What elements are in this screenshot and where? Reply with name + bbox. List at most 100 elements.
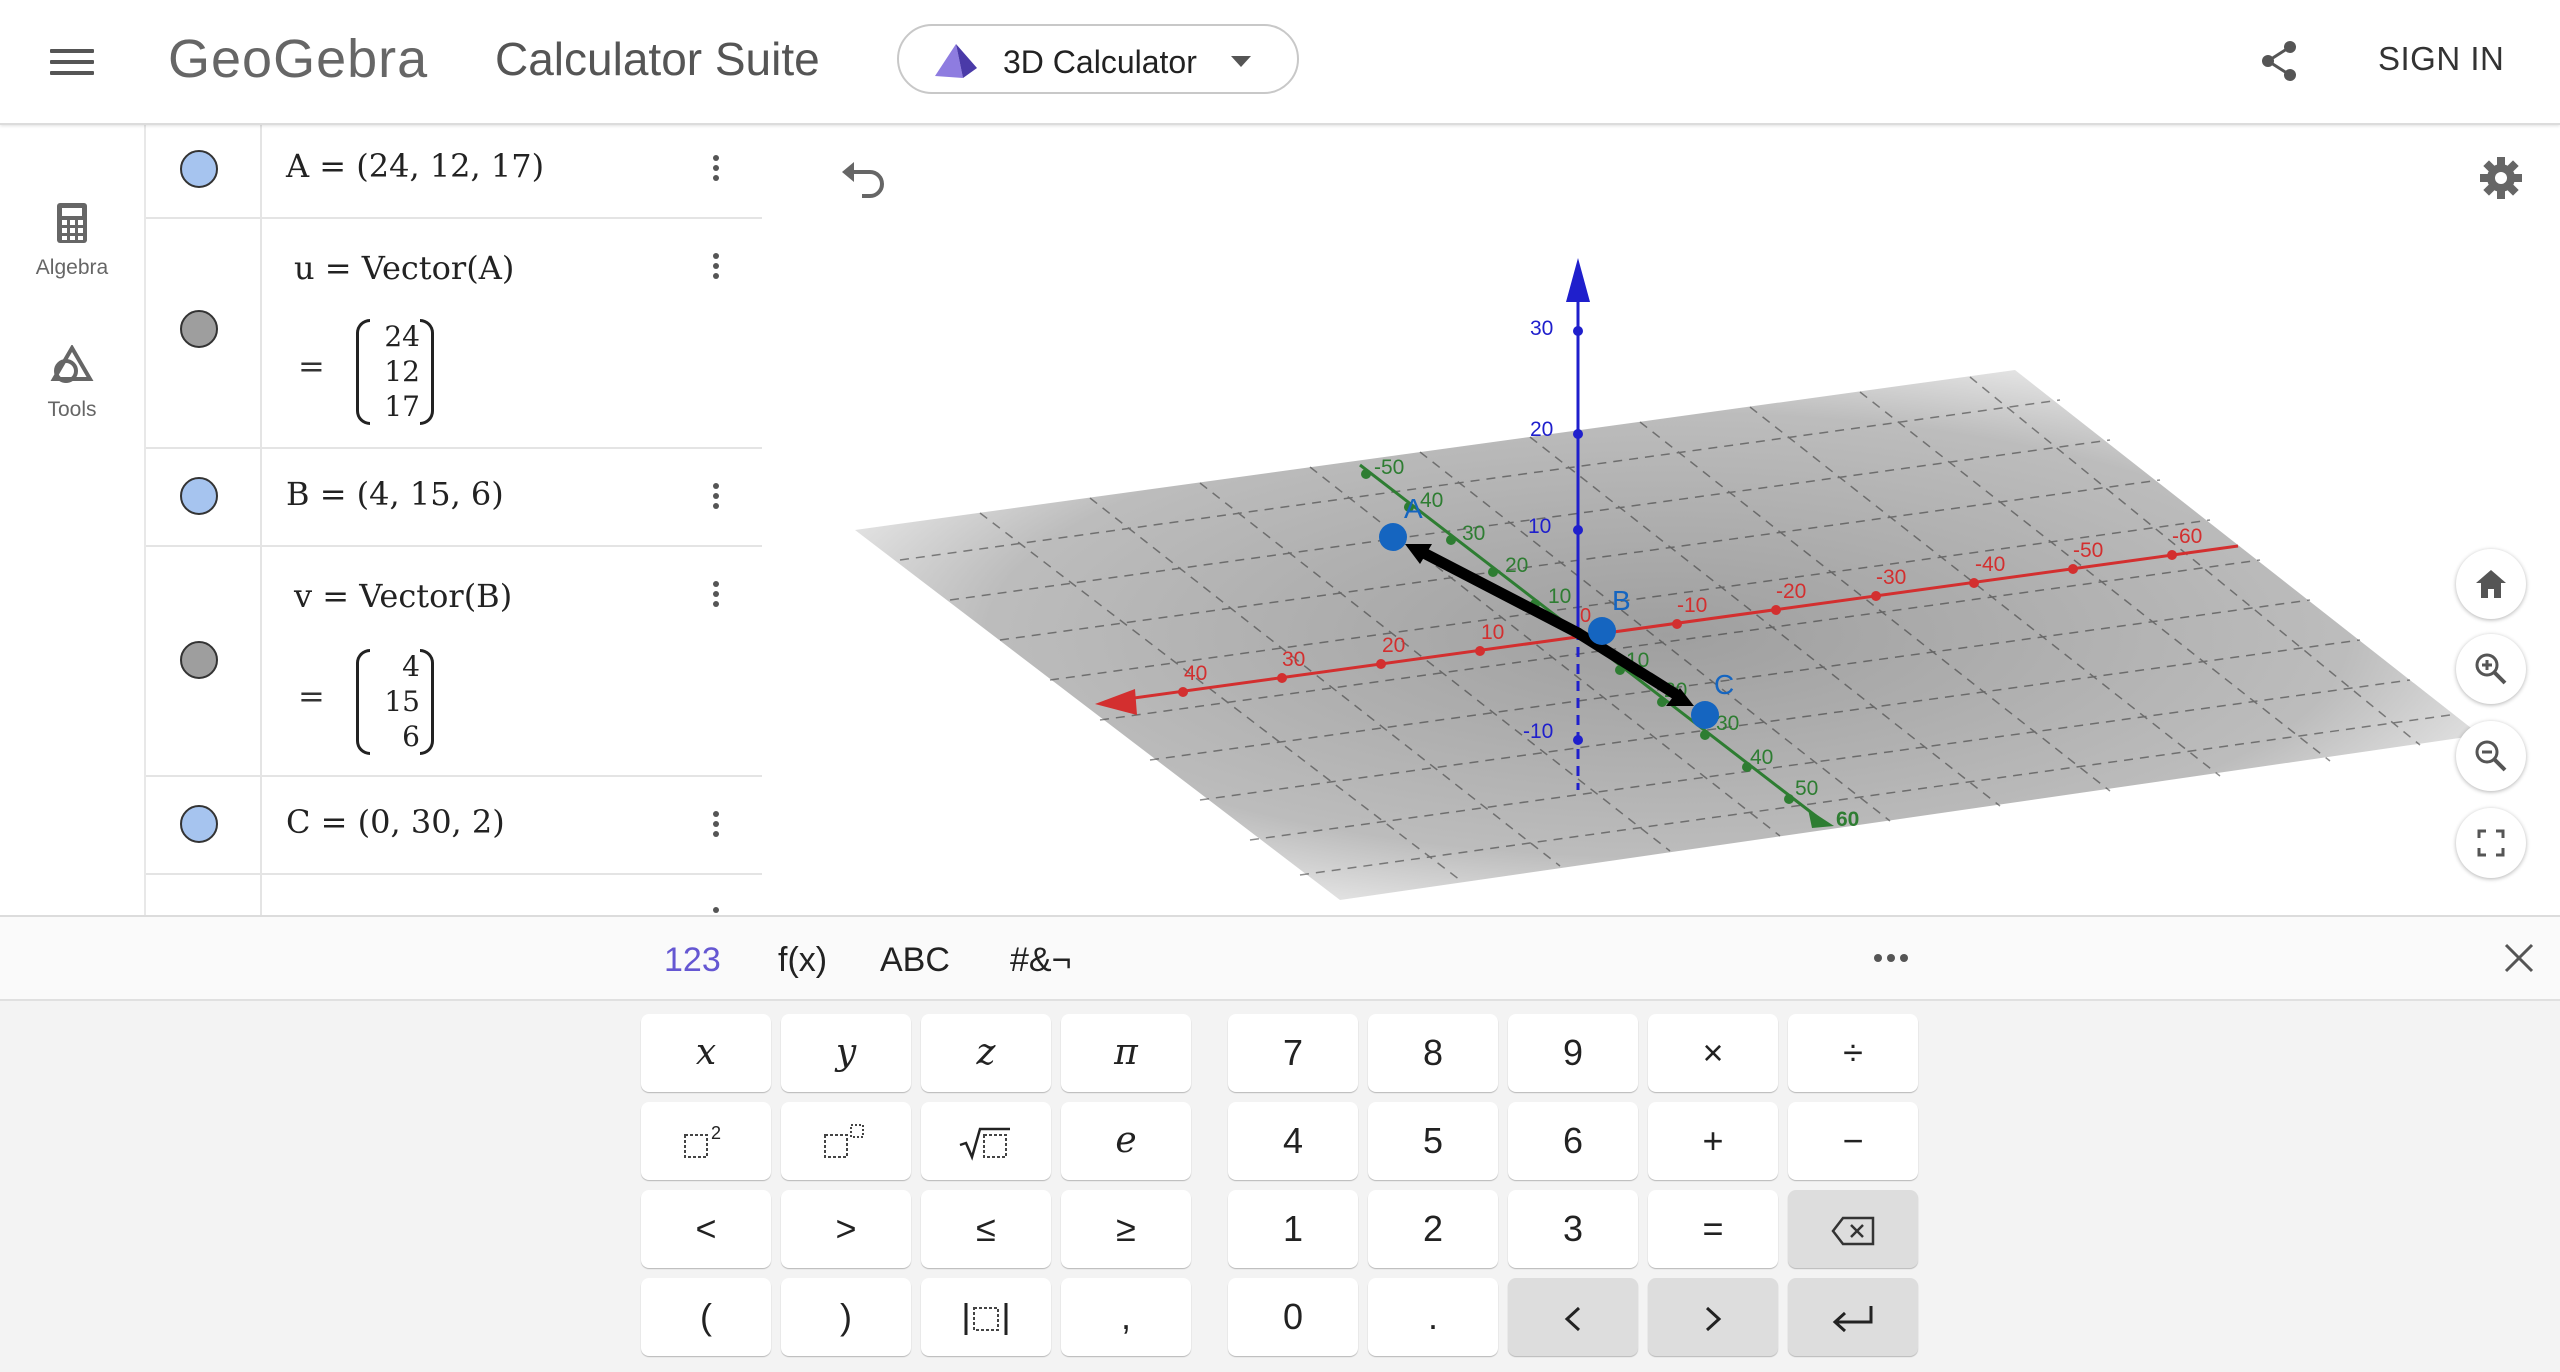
key-equals[interactable]: =	[1648, 1190, 1778, 1268]
app-picker-dropdown[interactable]: 3D Calculator	[897, 24, 1299, 94]
key-greater-than[interactable]: >	[781, 1190, 911, 1268]
sign-in-button[interactable]: SIGN IN	[2378, 40, 2505, 77]
algebra-row[interactable]: v = Vector(B) = 4 15 6	[146, 547, 762, 777]
input-definition[interactable]: v = Vector(B)	[294, 577, 513, 615]
zoom-in-button[interactable]	[2456, 634, 2526, 704]
more-horizontal-icon[interactable]	[1873, 953, 1909, 963]
vector-u[interactable]	[1412, 544, 1584, 639]
visibility-toggle[interactable]	[180, 310, 218, 348]
point-b-label: B	[1612, 585, 1631, 616]
point-labels: A B C	[1404, 493, 1734, 700]
graphics-3d-view[interactable]: 40 30 20 10 -10 -20 -30 -40 -50 -60 -50 …	[792, 125, 2560, 915]
visibility-toggle[interactable]	[180, 150, 218, 188]
more-options-icon[interactable]	[706, 807, 726, 847]
key-x[interactable]: x	[641, 1014, 771, 1092]
algebra-row[interactable]: B = (4, 15, 6)	[146, 449, 762, 547]
key-0[interactable]: 0	[1228, 1278, 1358, 1356]
vector-v[interactable]	[1572, 627, 1686, 703]
x-axis-arrow	[1095, 689, 1137, 715]
fullscreen-button[interactable]	[2456, 808, 2526, 878]
tab-abc[interactable]: ABC	[880, 941, 950, 979]
input-definition[interactable]: B = (4, 15, 6)	[286, 475, 504, 513]
sidebar-item-algebra[interactable]: Algebra	[0, 201, 144, 280]
algebra-row[interactable]: u = Vector(A) = 24 12 17	[146, 219, 762, 449]
sidebar-item-tools[interactable]: Tools	[0, 344, 144, 422]
key-minus[interactable]: −	[1788, 1102, 1918, 1180]
key-cursor-right[interactable]	[1648, 1278, 1778, 1356]
geogebra-logo[interactable]: GeoGebra	[168, 29, 429, 89]
key-7[interactable]: 7	[1228, 1014, 1358, 1092]
key-divide[interactable]: ÷	[1788, 1014, 1918, 1092]
key-close-paren[interactable]: )	[781, 1278, 911, 1356]
key-less-equal[interactable]: ≤	[921, 1190, 1051, 1268]
input-definition[interactable]: u = Vector(A)	[294, 249, 515, 287]
settings-gear-icon[interactable]	[2478, 155, 2524, 201]
visibility-toggle[interactable]	[180, 805, 218, 843]
key-6[interactable]: 6	[1508, 1102, 1638, 1180]
key-less-than[interactable]: <	[641, 1190, 771, 1268]
virtual-keyboard: 123 f(x) ABC #&¬ x y z π 7 8 9 × ÷ 2 e 4…	[0, 915, 2560, 1372]
tab-123[interactable]: 123	[664, 941, 721, 979]
home-view-button[interactable]	[2456, 549, 2526, 619]
chevron-left-icon	[1564, 1307, 1581, 1332]
pyramid-icon	[935, 44, 977, 78]
key-backspace[interactable]	[1788, 1190, 1918, 1268]
undo-icon[interactable]	[840, 158, 888, 198]
point-a[interactable]	[1379, 523, 1407, 551]
key-8[interactable]: 8	[1368, 1014, 1498, 1092]
more-options-icon[interactable]	[706, 479, 726, 519]
algebra-row[interactable]: A = (24, 12, 17)	[146, 125, 762, 219]
key-4[interactable]: 4	[1228, 1102, 1358, 1180]
more-options-icon[interactable]	[706, 249, 726, 289]
key-absolute-value[interactable]	[921, 1278, 1051, 1356]
key-1[interactable]: 1	[1228, 1190, 1358, 1268]
point-b[interactable]	[1588, 617, 1616, 645]
tab-functions[interactable]: f(x)	[778, 941, 828, 979]
tab-symbols[interactable]: #&¬	[1010, 941, 1072, 979]
key-decimal[interactable]: .	[1368, 1278, 1498, 1356]
key-square[interactable]: 2	[641, 1102, 771, 1180]
sidebar-item-label: Algebra	[35, 256, 109, 279]
point-c[interactable]	[1691, 701, 1719, 729]
input-definition[interactable]: A = (24, 12, 17)	[286, 147, 545, 185]
key-sqrt[interactable]	[921, 1102, 1051, 1180]
key-plus[interactable]: +	[1648, 1102, 1778, 1180]
close-keyboard-icon[interactable]	[2502, 941, 2536, 975]
vector-component: 6	[402, 720, 420, 753]
key-power[interactable]	[781, 1102, 911, 1180]
key-enter[interactable]	[1788, 1278, 1918, 1356]
more-options-icon[interactable]	[706, 577, 726, 617]
menu-icon[interactable]	[46, 42, 98, 82]
key-pi[interactable]: π	[1061, 1014, 1191, 1092]
input-definition[interactable]: C = (0, 30, 2)	[286, 803, 505, 841]
y-axis-tick-label: -50	[1374, 456, 1404, 479]
key-greater-equal[interactable]: ≥	[1061, 1190, 1191, 1268]
key-e[interactable]: e	[1061, 1102, 1191, 1180]
vector-component: 12	[384, 355, 420, 388]
key-2[interactable]: 2	[1368, 1190, 1498, 1268]
key-5[interactable]: 5	[1368, 1102, 1498, 1180]
algebra-row[interactable]: C = (0, 30, 2)	[146, 777, 762, 875]
key-z[interactable]: z	[921, 1014, 1051, 1092]
key-cursor-left[interactable]	[1508, 1278, 1638, 1356]
key-9[interactable]: 9	[1508, 1014, 1638, 1092]
key-3[interactable]: 3	[1508, 1190, 1638, 1268]
visibility-toggle[interactable]	[180, 641, 218, 679]
zoom-out-button[interactable]	[2456, 721, 2526, 791]
vector-output: 4 15 6	[356, 649, 436, 755]
algebra-row-partial[interactable]	[146, 875, 762, 915]
axis-ticks	[1178, 326, 2177, 804]
visibility-toggle[interactable]	[180, 477, 218, 515]
vector-u-arrowhead	[1405, 544, 1432, 564]
side-navigation: Algebra Tools	[0, 125, 144, 915]
key-multiply[interactable]: ×	[1648, 1014, 1778, 1092]
key-y[interactable]: y	[781, 1014, 911, 1092]
more-options-icon[interactable]	[706, 151, 726, 191]
key-comma[interactable]: ,	[1061, 1278, 1191, 1356]
share-icon[interactable]	[2256, 38, 2302, 84]
key-open-paren[interactable]: (	[641, 1278, 771, 1356]
x-axis-tick-label: -60	[2172, 525, 2202, 548]
3d-scene[interactable]: 40 30 20 10 -10 -20 -30 -40 -50 -60 -50 …	[792, 125, 2560, 915]
z-axis-tick-label: 30	[1530, 317, 1553, 340]
more-options-icon[interactable]	[706, 903, 726, 915]
